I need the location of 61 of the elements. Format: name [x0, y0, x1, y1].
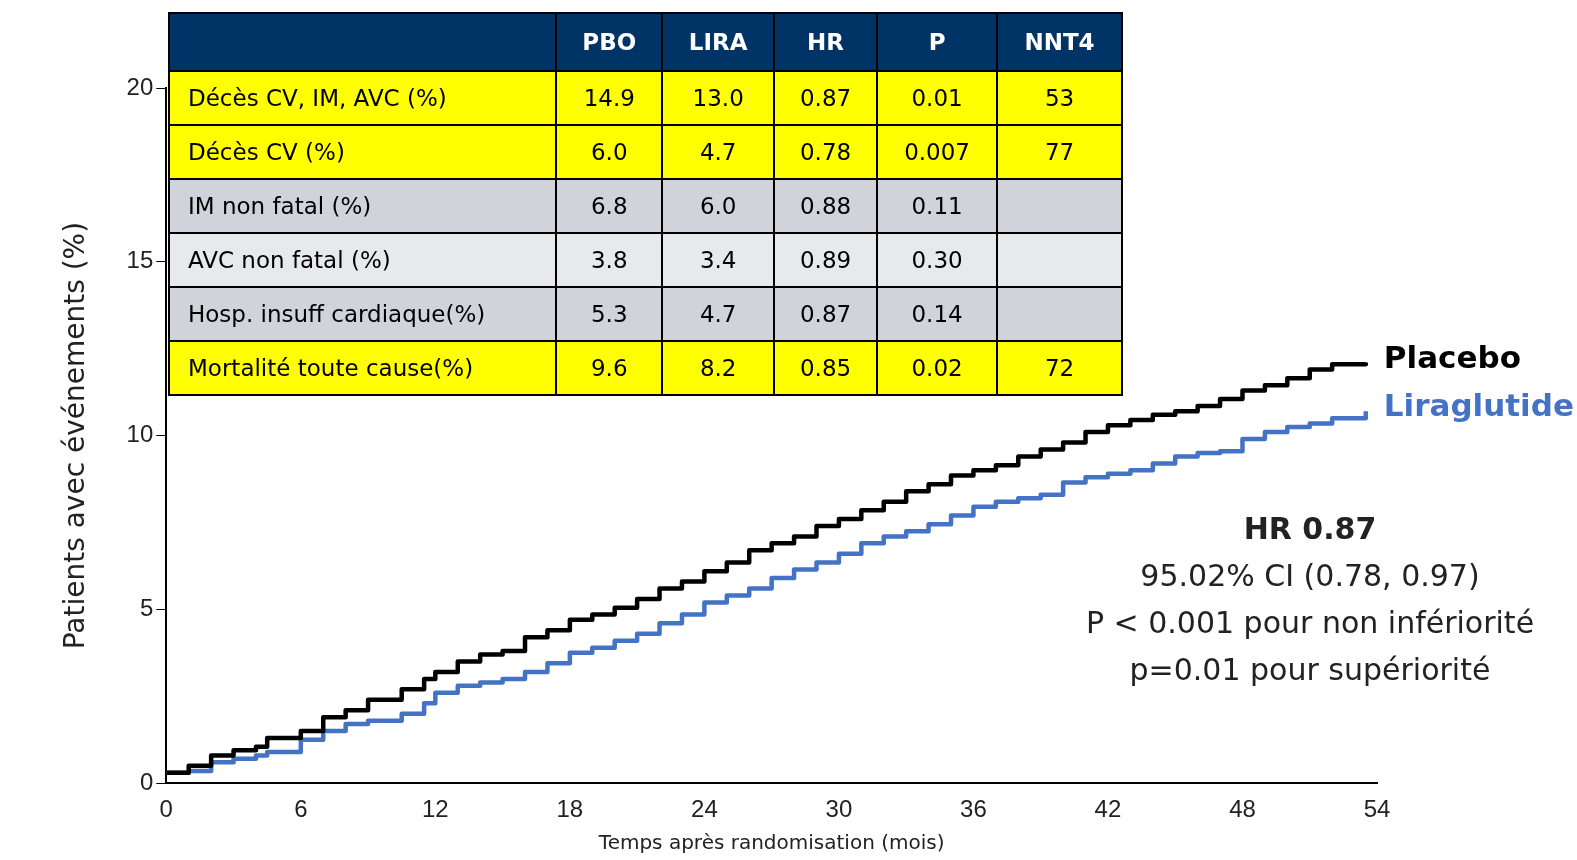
text: 0.87 — [799, 301, 852, 327]
text: 0.89 — [799, 247, 852, 273]
text: 0.11 — [911, 193, 963, 219]
text: 77 — [1044, 139, 1075, 165]
y-tick-label: 10 — [126, 420, 154, 448]
y-tick-label: 20 — [126, 72, 154, 100]
text: 3.4 — [699, 247, 737, 273]
text: 9.6 — [590, 355, 628, 381]
x-tick-label: 48 — [1229, 795, 1256, 823]
category-label: LIRA — [662, 13, 775, 71]
text: 0.01 — [911, 85, 963, 111]
x-tick-label: 30 — [825, 795, 853, 823]
text: 4.7 — [699, 301, 737, 327]
category-label: P — [877, 13, 998, 71]
x-tick-label: 6 — [294, 795, 308, 823]
text: 0.88 — [799, 193, 852, 219]
text: 8.2 — [699, 355, 737, 381]
text: 6.8 — [590, 193, 628, 219]
text: 3.8 — [590, 247, 628, 273]
category-label: Hosp. insuff cardiaque(%) — [188, 301, 486, 327]
category-label: Décès CV (%) — [188, 139, 345, 165]
text: 0.78 — [799, 139, 852, 165]
text: 13.0 — [692, 85, 744, 111]
series-label: Liraglutide — [1383, 387, 1574, 424]
text: 72 — [1044, 355, 1075, 381]
annotation: p=0.01 pour supériorité — [1128, 651, 1492, 689]
text: 0.14 — [911, 301, 963, 327]
x-tick-label: 24 — [691, 795, 718, 823]
x-tick-label: 54 — [1363, 795, 1391, 823]
y-tick-label: 15 — [126, 246, 154, 274]
text: 0.007 — [904, 139, 970, 165]
series-label: Placebo — [1383, 338, 1521, 375]
category-label: AVC non fatal (%) — [188, 247, 391, 273]
x-tick-label: 42 — [1094, 795, 1122, 823]
text: 0.02 — [911, 355, 963, 381]
category-label: NNT4 — [997, 13, 1122, 71]
category-label: PBO — [556, 13, 663, 71]
annotation: P < 0.001 pour non infériorité — [1084, 604, 1536, 642]
x-tick-label: 12 — [421, 795, 449, 823]
y-tick-label: 5 — [139, 594, 154, 622]
text: 5.3 — [590, 301, 628, 327]
text: 4.7 — [699, 139, 737, 165]
text: 0.85 — [799, 355, 852, 381]
text: 53 — [1044, 85, 1075, 111]
text: 0.30 — [911, 247, 963, 273]
x-tick-label: 18 — [556, 795, 584, 823]
text: 0.87 — [799, 85, 852, 111]
annotation: HR 0.87 — [1242, 510, 1378, 548]
category-label: IM non fatal (%) — [188, 193, 372, 219]
x-axis-title: Temps après randomisation (mois) — [597, 830, 945, 855]
category-label: HR — [774, 13, 878, 71]
text: 14.9 — [583, 85, 635, 111]
x-tick-label: 36 — [960, 795, 987, 823]
y-axis-title: Patients avec événements (%) — [58, 221, 92, 650]
text: 6.0 — [590, 139, 628, 165]
category-label: Décès CV, IM, AVC (%) — [188, 85, 447, 111]
text: 6.0 — [699, 193, 737, 219]
y-tick-label: 0 — [139, 767, 154, 795]
annotation: 95.02% CI (0.78, 0.97) — [1139, 557, 1481, 595]
x-tick-label: 0 — [159, 795, 173, 823]
category-label: Mortalité toute cause(%) — [188, 355, 474, 381]
